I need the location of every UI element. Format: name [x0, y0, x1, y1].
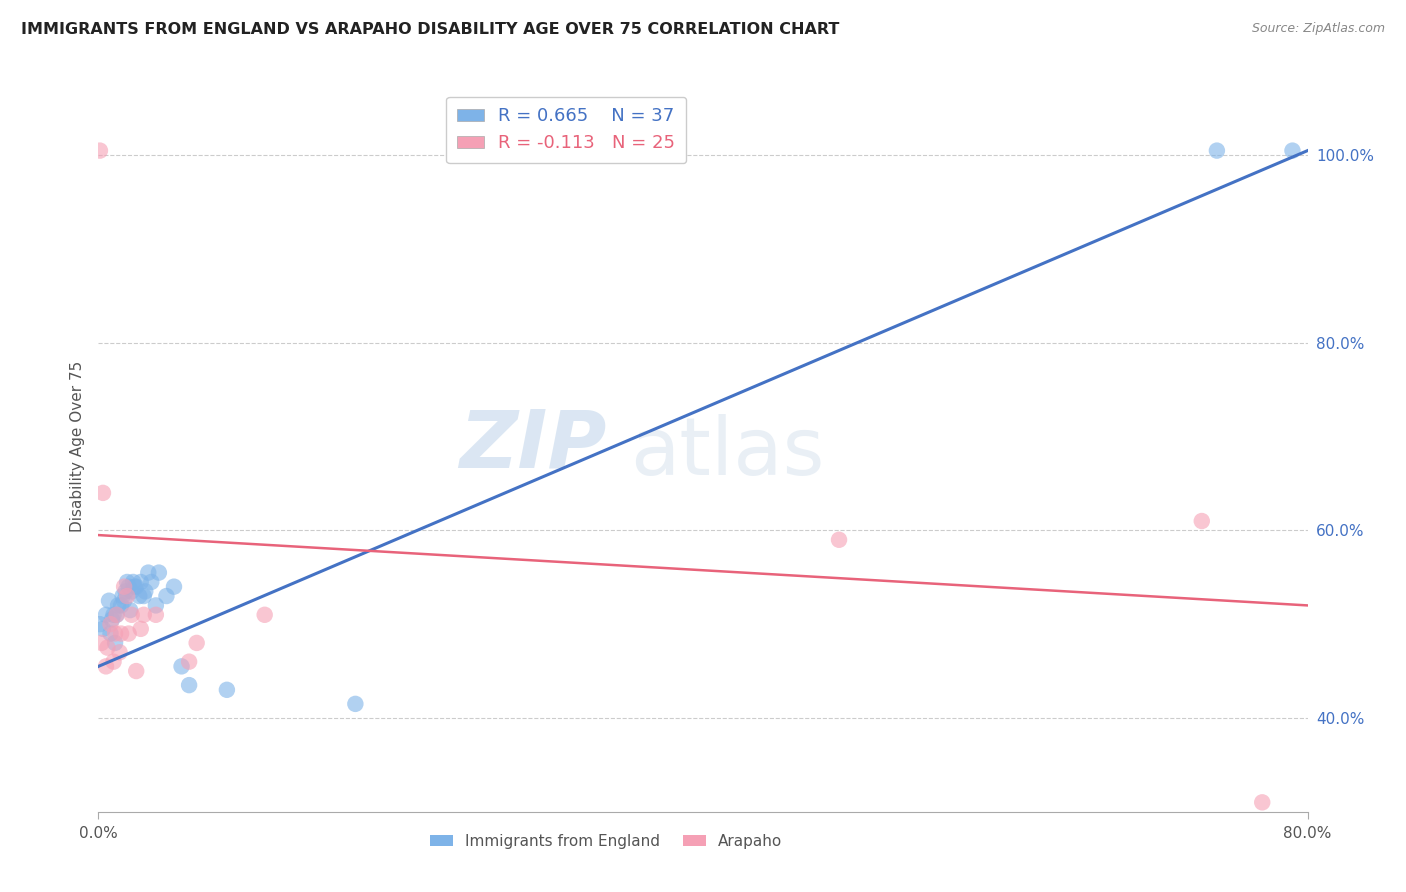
Point: [124, 580, 146, 594]
Point: [89, 144, 111, 158]
Point: [114, 584, 136, 599]
Point: [170, 659, 193, 673]
Point: [134, 584, 156, 599]
Point: [110, 626, 132, 640]
Point: [98, 593, 121, 607]
Point: [90, 636, 112, 650]
Point: [115, 574, 138, 589]
Text: ZIP: ZIP: [458, 407, 606, 485]
Point: [145, 599, 167, 613]
Point: [94, 607, 117, 622]
Point: [148, 566, 170, 580]
Point: [145, 607, 167, 622]
Point: [125, 664, 148, 678]
Point: [125, 580, 148, 594]
Text: Source: ZipAtlas.com: Source: ZipAtlas.com: [1251, 22, 1385, 36]
Text: IMMIGRANTS FROM ENGLAND VS ARAPAHO DISABILITY AGE OVER 75 CORRELATION CHART: IMMIGRANTS FROM ENGLAND VS ARAPAHO DISAB…: [21, 22, 839, 37]
Point: [96, 640, 118, 655]
Point: [118, 626, 141, 640]
Point: [104, 626, 127, 640]
Point: [179, 678, 201, 692]
Point: [132, 589, 155, 603]
Point: [121, 584, 143, 599]
Point: [107, 599, 129, 613]
Point: [1281, 144, 1303, 158]
Point: [186, 636, 208, 650]
Point: [91, 486, 114, 500]
Point: [112, 593, 135, 607]
Point: [100, 617, 122, 632]
Point: [112, 580, 135, 594]
Point: [105, 607, 128, 622]
Point: [1251, 795, 1274, 809]
Point: [89, 617, 111, 632]
Y-axis label: Disability Age Over 75: Disability Age Over 75: [69, 360, 84, 532]
Point: [179, 655, 201, 669]
Point: [91, 622, 114, 636]
Text: atlas: atlas: [630, 414, 825, 492]
Point: [103, 607, 125, 622]
Legend: Immigrants from England, Arapaho: Immigrants from England, Arapaho: [425, 828, 789, 855]
Point: [103, 655, 125, 669]
Point: [118, 580, 141, 594]
Point: [1191, 514, 1213, 528]
Point: [129, 574, 152, 589]
Point: [100, 626, 122, 640]
Point: [344, 697, 367, 711]
Point: [163, 580, 186, 594]
Point: [155, 589, 177, 603]
Point: [128, 589, 150, 603]
Point: [122, 574, 145, 589]
Point: [121, 607, 143, 622]
Point: [141, 574, 163, 589]
Point: [111, 589, 134, 603]
Point: [215, 682, 238, 697]
Point: [94, 659, 117, 673]
Point: [108, 645, 131, 659]
Point: [105, 607, 128, 622]
Point: [1206, 144, 1229, 158]
Point: [129, 622, 152, 636]
Point: [828, 533, 851, 547]
Point: [104, 636, 127, 650]
Point: [253, 607, 276, 622]
Point: [101, 612, 124, 626]
Point: [115, 589, 138, 603]
Point: [136, 566, 159, 580]
Point: [110, 599, 132, 613]
Point: [120, 603, 142, 617]
Point: [132, 607, 155, 622]
